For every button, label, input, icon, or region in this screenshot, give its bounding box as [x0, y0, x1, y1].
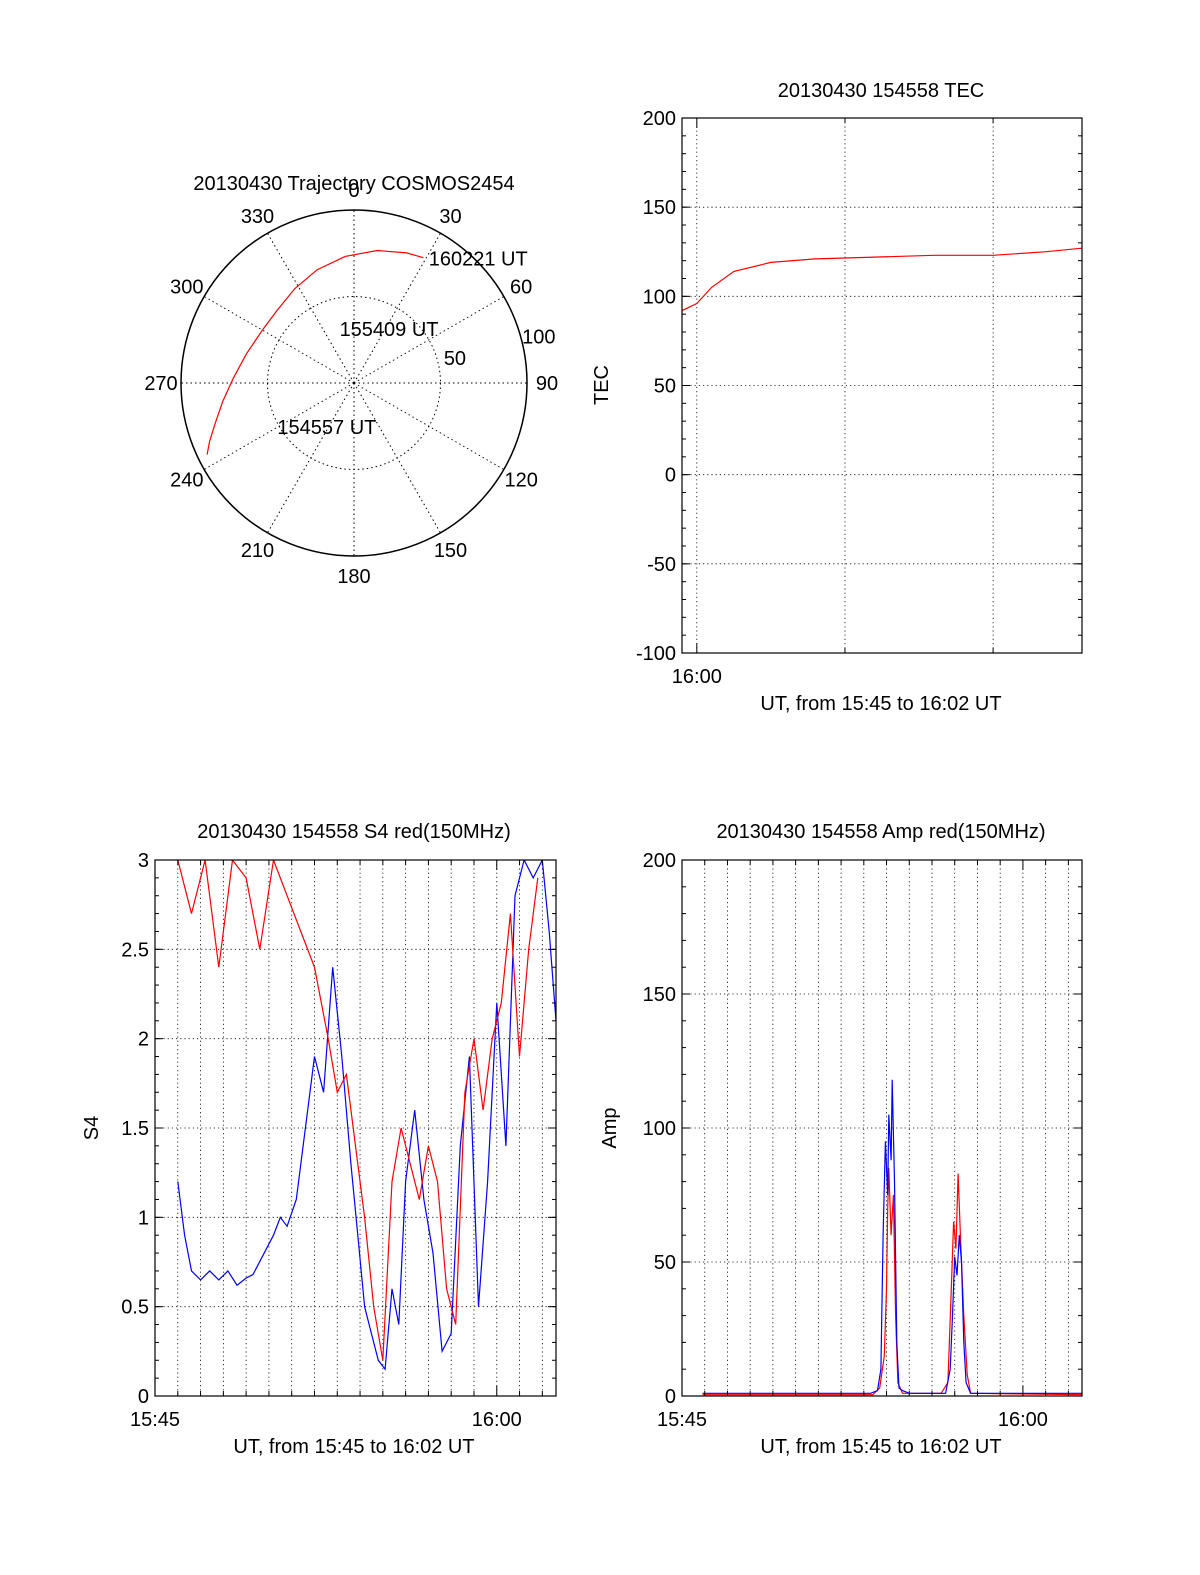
polar-angle-label: 210 [241, 540, 274, 562]
tec-series-line [682, 247, 1082, 312]
tec-ytick-label: -50 [647, 554, 676, 576]
polar-spoke [353, 232, 441, 384]
amp-ylabel: Amp [599, 1107, 621, 1148]
polar-angle-label: 0 [348, 180, 359, 202]
polar-angle-label: 300 [170, 277, 203, 299]
polar-angle-label: 330 [241, 206, 274, 228]
amp-ytick-label: 100 [643, 1118, 676, 1140]
s4-ytick-label: 1.5 [121, 1118, 149, 1140]
polar-spoke [353, 382, 505, 470]
s4-title: 20130430 154558 S4 red(150MHz) [197, 821, 511, 843]
s4-axes: 0 0.5 1 1.5 2 2.5 3 15:45 16:00 [121, 850, 557, 1431]
polar-angle-labels: 0 30 60 90 120 150 180 210 240 270 300 330 [144, 180, 558, 588]
s4-ytick-label: 1 [138, 1207, 149, 1229]
polar-angle-label: 90 [536, 373, 558, 395]
amp-title: 20130430 154558 Amp red(150MHz) [716, 821, 1045, 843]
tec-xtick-label: 16:00 [672, 666, 722, 688]
amp-grid [682, 860, 1082, 1396]
amp-ytick-label: 150 [643, 984, 676, 1006]
tec-xlabel: UT, from 15:45 to 16:02 UT [760, 693, 1001, 715]
tec-series [682, 247, 1082, 312]
polar-annotation: 154557 UT [277, 417, 376, 439]
tec-ytick-label: 0 [665, 465, 676, 487]
s4-ylabel: S4 [81, 1116, 103, 1140]
polar-annotation: 155409 UT [340, 319, 439, 341]
amp-series [702, 1079, 1082, 1396]
s4-xtick-label: 15:45 [130, 1409, 180, 1431]
polar-angle-label: 120 [504, 470, 537, 492]
polar-grid [180, 209, 528, 557]
tec-ylabel: TEC [591, 365, 613, 405]
polar-radial-label: 50 [444, 348, 466, 370]
polar-spoke [203, 296, 355, 384]
trajectory-polar-panel: 20130430 Trajectory COSMOS2454 0 30 60 90 12… [144, 173, 558, 588]
tec-frame [681, 117, 1083, 654]
s4-panel: 20130430 154558 S4 red(150MHz) 0 0.5 1 1.5 2… [81, 821, 557, 1458]
s4-frame [154, 859, 557, 1397]
amp-frame [681, 859, 1083, 1397]
s4-xlabel: UT, from 15:45 to 16:02 UT [233, 1436, 474, 1458]
tec-axes: -100 -50 0 50 100 150 200 16:00 [636, 108, 1083, 688]
polar-spoke [353, 382, 441, 534]
polar-series [206, 249, 424, 455]
s4-ytick-label: 0 [138, 1386, 149, 1408]
amp-series-line [702, 1168, 1082, 1396]
s4-ytick-label: 2.5 [121, 939, 149, 961]
amp-ytick-label: 0 [665, 1386, 676, 1408]
amp-xtick-label: 15:45 [657, 1409, 707, 1431]
polar-spoke [203, 382, 355, 470]
tec-ytick-label: 150 [643, 197, 676, 219]
polar-annotation: 160221 UT [429, 249, 528, 271]
s4-grid [155, 860, 556, 1396]
amp-xtick-label: 16:00 [998, 1409, 1048, 1431]
polar-radial-labels: 50 100 [444, 327, 556, 370]
s4-ytick-label: 2 [138, 1029, 149, 1051]
amp-panel: 20130430 154558 Amp red(150MHz) 0 50 100 15… [599, 821, 1083, 1458]
polar-angle-label: 270 [144, 373, 177, 395]
s4-series [177, 860, 556, 1371]
amp-ytick-label: 50 [654, 1252, 676, 1274]
s4-ytick-label: 0.5 [121, 1297, 149, 1319]
polar-title: 20130430 Trajectory COSMOS2454 [193, 173, 514, 195]
tec-grid [682, 118, 1082, 653]
s4-series-line [177, 860, 539, 1361]
polar-radial-label: 100 [522, 327, 555, 349]
polar-angle-label: 60 [510, 277, 532, 299]
polar-angle-label: 180 [337, 566, 370, 588]
s4-ytick-label: 3 [138, 850, 149, 872]
tec-ytick-label: -100 [636, 643, 676, 665]
polar-annotations: 160221 UT 155409 UT 154557 UT [277, 249, 527, 440]
tec-ytick-label: 200 [643, 108, 676, 130]
amp-ytick-label: 200 [643, 850, 676, 872]
s4-series-line [177, 860, 556, 1371]
amp-xlabel: UT, from 15:45 to 16:02 UT [760, 1436, 1001, 1458]
trajectory-line [206, 249, 424, 455]
amp-series-line [702, 1079, 1082, 1394]
tec-panel: 20130430 154558 TEC -100 -50 0 50 100 150 200 1… [591, 80, 1083, 715]
polar-angle-label: 150 [434, 540, 467, 562]
polar-outer-circle [180, 209, 528, 557]
tec-ytick-label: 50 [654, 376, 676, 398]
polar-spoke [267, 382, 355, 534]
tec-title: 20130430 154558 TEC [778, 80, 984, 102]
amp-axes: 0 50 100 150 200 15:45 16:00 [643, 850, 1083, 1431]
tec-ytick-label: 100 [643, 286, 676, 308]
polar-angle-label: 240 [170, 470, 203, 492]
s4-xtick-label: 16:00 [472, 1409, 522, 1431]
polar-spoke [353, 296, 505, 384]
polar-angle-label: 30 [439, 206, 461, 228]
polar-spoke [267, 232, 355, 384]
